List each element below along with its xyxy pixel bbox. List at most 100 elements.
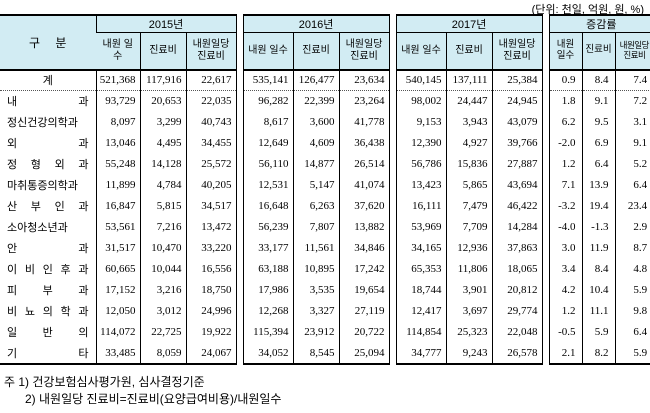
table-row: 16,648 6,263 37,620 <box>242 195 390 217</box>
table-row: -0.5 5.9 6.4 <box>548 321 650 343</box>
cell-value: 24,447 <box>445 90 493 112</box>
row-label: 내 과 <box>0 90 96 112</box>
cell-value: 19,654 <box>338 279 390 301</box>
cell-value: 98,002 <box>395 90 447 112</box>
cell-value: 55,248 <box>95 153 140 175</box>
table-row: 17,986 3,535 19,654 <box>242 279 390 301</box>
cell-value: 23,264 <box>338 90 390 112</box>
cell-value: 9.5 <box>581 111 616 133</box>
cell-value: 11,899 <box>95 174 140 196</box>
cell-value: 34,517 <box>185 195 237 217</box>
cell-value: 12,936 <box>445 237 493 259</box>
column-header-cost-per-day: 내원일당 진료비 <box>338 32 390 70</box>
table-row: 540,145 137,111 25,384 <box>395 69 543 91</box>
table-row: 96,282 22,399 23,264 <box>242 90 390 112</box>
table-header-2017: 2017년 내원 일수 진료비 내원일당 진료비 <box>395 14 543 70</box>
cell-value: 4,495 <box>139 132 186 154</box>
column-header-gubun: 구 분 <box>0 14 96 70</box>
row-label: 소아청소년과 <box>0 216 96 238</box>
table-row: 안 과 31,517 10,470 33,220 <box>0 237 237 259</box>
table-row: 1.8 9.1 7.2 <box>548 90 650 112</box>
cell-value: 1.2 <box>548 153 583 175</box>
cell-value: 23,634 <box>338 69 390 91</box>
cell-value: 22,048 <box>491 321 543 343</box>
cell-value: 521,368 <box>95 69 140 91</box>
cell-value: 3,901 <box>445 279 493 301</box>
cell-value: 41,074 <box>338 174 390 196</box>
table-header-2015: 구 분 2015년 내원 일수 진료비 내원일당 진료비 <box>0 14 237 70</box>
cell-value: 13,423 <box>395 174 447 196</box>
cell-value: 5.9 <box>614 279 650 301</box>
row-label: 마취통증의학과 <box>0 174 96 196</box>
row-label: 비 뇨 의 학 과 <box>0 300 96 322</box>
cell-value: 96,282 <box>242 90 294 112</box>
table-row: 12,417 3,697 29,774 <box>395 300 543 322</box>
change-rate-header: 증감률 <box>548 14 650 33</box>
row-label: 계 <box>0 69 96 91</box>
table-row: 비 뇨 의 학 과 12,050 3,012 24,996 <box>0 300 237 322</box>
table-block-2016: 2016년 내원 일수 진료비 내원일당 진료비 535,141 126,477 2… <box>242 14 390 365</box>
column-header-visit-days: 내원 일수 <box>395 32 447 70</box>
table-body-2016: 535,141 126,477 23,634 96,282 22,399 23,264 8,… <box>242 69 390 365</box>
cell-value: 4,927 <box>445 132 493 154</box>
table-row: 13,423 5,865 43,694 <box>395 174 543 196</box>
cell-value: 0.9 <box>548 69 583 91</box>
cell-value: 8,059 <box>139 342 186 365</box>
table-block-2017: 2017년 내원 일수 진료비 내원일당 진료비 540,145 137,111 2… <box>395 14 543 365</box>
cell-value: 11.1 <box>581 300 616 322</box>
cell-value: 12,050 <box>95 300 140 322</box>
cell-value: 9,153 <box>395 111 447 133</box>
cell-value: 12,390 <box>395 132 447 154</box>
cell-value: 24,996 <box>185 300 237 322</box>
table-row: 16,111 7,479 46,422 <box>395 195 543 217</box>
table-row: 12,531 5,147 41,074 <box>242 174 390 196</box>
table-row: 4.2 10.4 5.9 <box>548 279 650 301</box>
cell-value: 25,094 <box>338 342 390 365</box>
cell-value: 7.1 <box>548 174 583 196</box>
table-row: 56,786 15,836 27,887 <box>395 153 543 175</box>
cell-value: 34,846 <box>338 237 390 259</box>
table-row: 65,353 11,806 18,065 <box>395 258 543 280</box>
cell-value: 14,284 <box>491 216 543 238</box>
cell-value: 20,722 <box>338 321 390 343</box>
cell-value: 7,709 <box>445 216 493 238</box>
cell-value: 12,268 <box>242 300 294 322</box>
cell-value: 24,067 <box>185 342 237 365</box>
cell-value: 3,697 <box>445 300 493 322</box>
column-header-cost-per-day: 내원일당 진료비 <box>491 32 543 70</box>
footnotes: 주 1) 건강보험심사평가원, 심사결정기준 2) 내원일당 진료비=진료비(요… <box>0 374 650 409</box>
cell-value: 14,128 <box>139 153 186 175</box>
cell-value: 117,916 <box>139 69 186 91</box>
cell-value: 11,806 <box>445 258 493 280</box>
cell-value: 56,110 <box>242 153 294 175</box>
cell-value: 3,299 <box>139 111 186 133</box>
table-row: 마취통증의학과 11,899 4,784 40,205 <box>0 174 237 196</box>
cell-value: 46,422 <box>491 195 543 217</box>
table-row: 소아청소년과 53,561 7,216 13,472 <box>0 216 237 238</box>
cell-value: 26,578 <box>491 342 543 365</box>
cell-value: 8.4 <box>581 69 616 91</box>
cell-value: 10,044 <box>139 258 186 280</box>
cell-value: 4.2 <box>548 279 583 301</box>
table-row: 외 과 13,046 4,495 34,455 <box>0 132 237 154</box>
cell-value: 4,784 <box>139 174 186 196</box>
table-block-2015: 구 분 2015년 내원 일수 진료비 내원일당 진료비 계 521,368 117… <box>0 14 237 365</box>
year-header-2016: 2016년 <box>242 14 390 33</box>
cell-value: -2.0 <box>548 132 583 154</box>
cell-value: 17,986 <box>242 279 294 301</box>
cell-value: 137,111 <box>445 69 493 91</box>
table-row: -3.2 19.4 23.4 <box>548 195 650 217</box>
table-row: 114,854 25,323 22,048 <box>395 321 543 343</box>
cell-value: 27,887 <box>491 153 543 175</box>
column-header-visit-days: 내원 일수 <box>242 32 294 70</box>
cell-value: 43,694 <box>491 174 543 196</box>
cell-value: 37,863 <box>491 237 543 259</box>
table-body-2015: 계 521,368 117,916 22,617 내 과 93,729 20,653 22,0… <box>0 69 237 365</box>
cell-value: 22,725 <box>139 321 186 343</box>
row-label: 일 반 의 <box>0 321 96 343</box>
cell-value: 17,152 <box>95 279 140 301</box>
row-label: 산 부 인 과 <box>0 195 96 217</box>
table-row: 산 부 인 과 16,847 5,815 34,517 <box>0 195 237 217</box>
cell-value: 2.1 <box>548 342 583 365</box>
